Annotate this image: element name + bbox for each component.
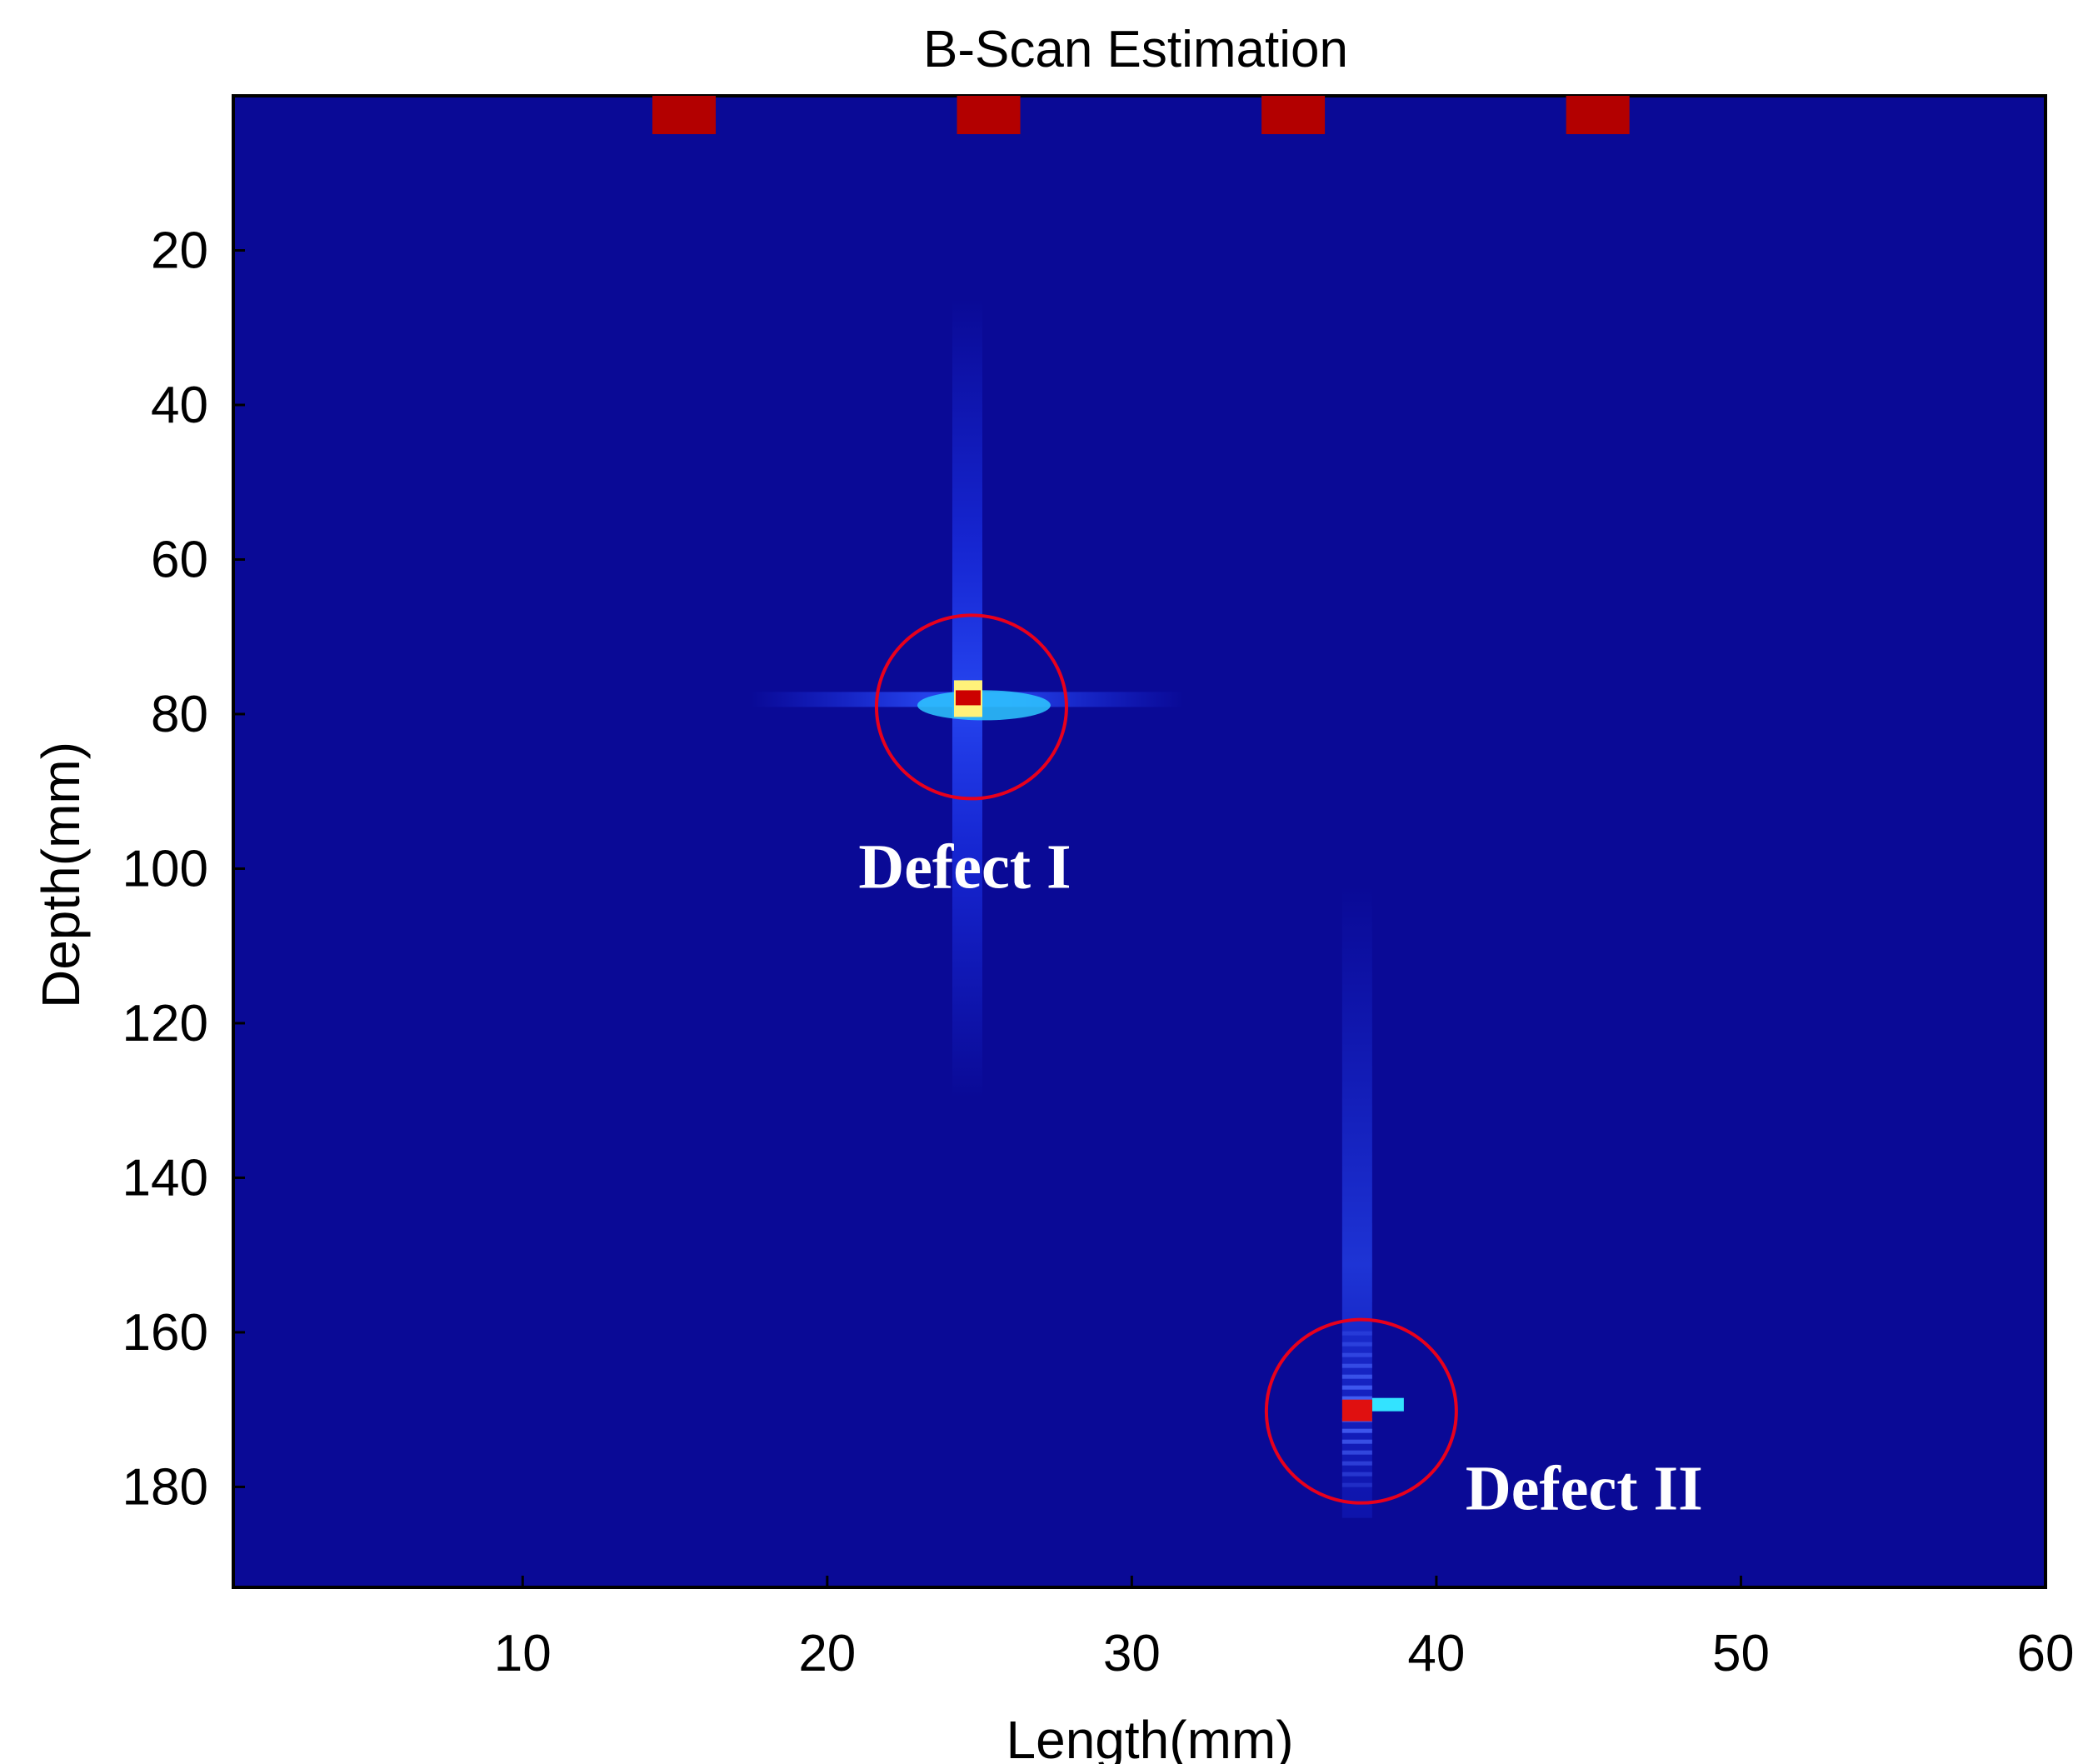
defect-2: Defect II <box>1264 884 1703 1524</box>
defect-highlight-circle <box>1264 1317 1458 1505</box>
defect-1: Defect I <box>750 298 1184 1099</box>
defect-label: Defect II <box>1466 1454 1703 1524</box>
reverberation-band <box>1341 1439 1372 1444</box>
y-axis-ticks: 20 40 60 80 100 120 140 160 180 <box>122 222 245 1516</box>
reverberation-band <box>1341 1396 1372 1401</box>
reverberation-band <box>1341 1374 1372 1379</box>
y-tick-label: 20 <box>151 222 208 279</box>
y-tick-label: 100 <box>122 840 208 897</box>
reverberation-band <box>1341 1450 1372 1455</box>
y-tick-label: 140 <box>122 1149 208 1207</box>
x-tick-label: 30 <box>1103 1625 1161 1682</box>
surface-marker <box>652 96 717 134</box>
y-tick-label: 60 <box>151 531 208 588</box>
reverberation-band <box>1341 1385 1372 1390</box>
reverberation-band <box>1341 1461 1372 1466</box>
reverberation-band <box>1341 1472 1372 1477</box>
surface-markers <box>652 96 1630 134</box>
reverberation-band <box>1341 1363 1372 1368</box>
reverberation-band <box>1341 1428 1372 1433</box>
plot-area-frame <box>232 94 2047 1589</box>
reverberation-band <box>1341 1331 1372 1336</box>
y-tick-label: 160 <box>122 1304 208 1362</box>
heatmap-plot-area <box>233 96 2046 1587</box>
y-tick-label: 120 <box>122 995 208 1052</box>
reflection-peak <box>955 690 981 706</box>
x-tick-label: 60 <box>2017 1625 2075 1682</box>
surface-marker <box>1566 96 1630 134</box>
reverberation-band <box>1341 1342 1372 1347</box>
reflection-halo <box>917 690 1051 721</box>
surface-marker <box>1261 96 1326 134</box>
surface-marker <box>957 96 1021 134</box>
y-tick-label: 80 <box>151 686 208 743</box>
reverberation-band <box>1341 1352 1372 1357</box>
reflection-peak <box>1341 1399 1372 1422</box>
y-tick-label: 40 <box>151 377 208 434</box>
chart-title: B-Scan Estimation <box>923 21 1348 78</box>
x-tick-label: 10 <box>494 1625 552 1682</box>
vertical-artifact-streak <box>1341 884 1372 1518</box>
y-axis-label: Depth(mm) <box>31 742 91 1008</box>
x-axis-label: Length(mm) <box>1007 1710 1294 1764</box>
x-axis-ticks: 10 20 30 40 50 60 <box>494 1576 2075 1682</box>
defect-label: Defect I <box>858 832 1071 902</box>
x-tick-label: 20 <box>798 1625 856 1682</box>
reverberation-band <box>1341 1482 1372 1487</box>
defect-highlight-circle <box>874 613 1068 801</box>
defect-reflections: Defect I Defect II <box>750 298 1703 1524</box>
reflection-halo <box>1371 1397 1404 1412</box>
x-tick-label: 50 <box>1712 1625 1770 1682</box>
y-tick-label: 180 <box>122 1458 208 1516</box>
x-tick-label: 40 <box>1407 1625 1465 1682</box>
